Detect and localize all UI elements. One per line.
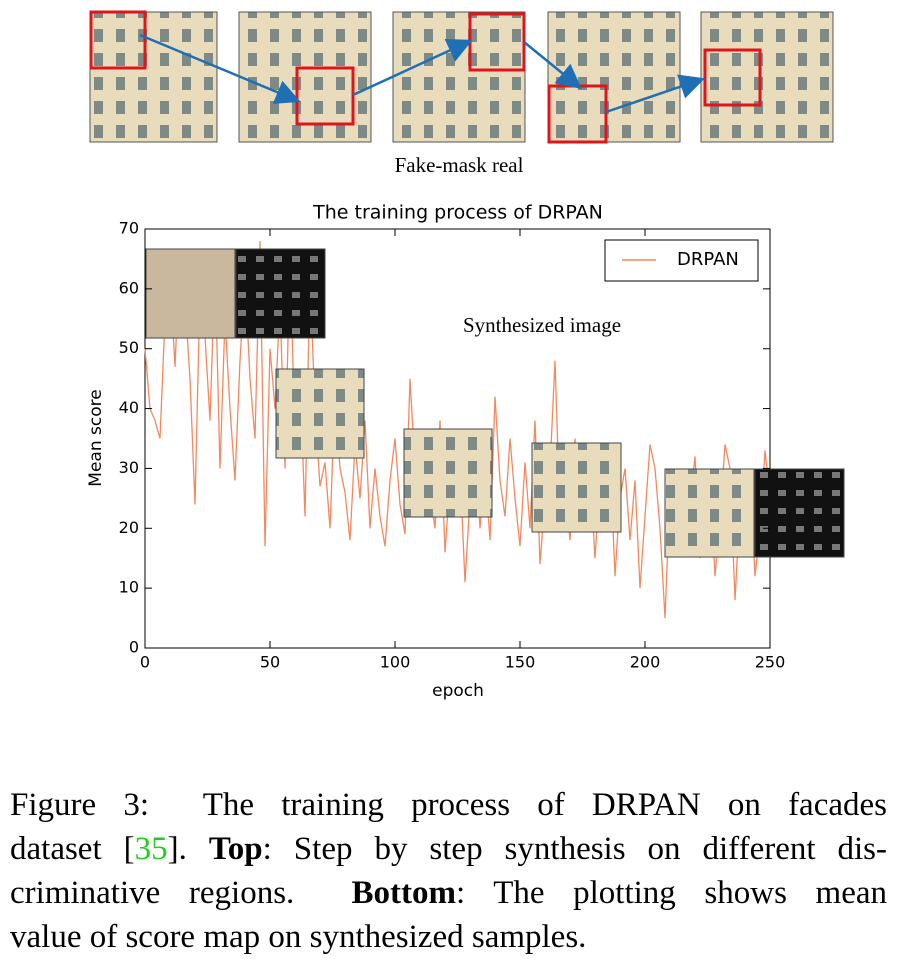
y-tick-label: 20: [119, 518, 139, 537]
caption-text: : Step by step synthesis on different di…: [262, 831, 887, 867]
caption-text: criminative regions.: [10, 875, 352, 911]
top-images: [89, 11, 834, 143]
x-tick-label: 50: [260, 653, 280, 672]
y-tick-label: 60: [119, 278, 139, 297]
bold-text: Bottom: [351, 875, 457, 911]
x-tick-label: 200: [630, 653, 661, 672]
x-tick-label: 100: [380, 653, 411, 672]
y-axis-label: Mean score: [86, 389, 106, 486]
caption-text: : The plotting shows mean: [456, 875, 888, 911]
top-caption: Fake-mask real: [395, 153, 524, 177]
x-tick-label: 150: [505, 653, 536, 672]
citation[interactable]: 35: [134, 831, 168, 867]
caption-text: ].: [167, 831, 209, 867]
inset-images: [145, 248, 845, 558]
y-tick-label: 30: [119, 458, 139, 477]
y-tick-label: 0: [129, 638, 139, 657]
annotation: Synthesized image: [463, 313, 621, 337]
legend-label: DRPAN: [677, 249, 739, 270]
caption-line: dataset [35]. Top: Step by step synthesi…: [10, 827, 887, 871]
x-tick-label: 250: [755, 653, 786, 672]
plot-frame: [144, 228, 771, 649]
y-tick-label: 10: [119, 578, 139, 597]
caption-text: Figure 3: The training process of DRPAN …: [10, 787, 887, 823]
caption-line: value of score map on synthesized sample…: [10, 915, 887, 959]
y-tick-label: 40: [119, 398, 139, 417]
bold-text: Top: [208, 831, 263, 867]
caption-line: criminative regions. Bottom: The plottin…: [10, 871, 887, 915]
caption-text: dataset [: [10, 831, 135, 867]
chart-title: The training process of DRPAN: [312, 202, 603, 224]
y-tick-label: 70: [119, 219, 139, 238]
caption-line: Figure 3: The training process of DRPAN …: [10, 783, 887, 827]
figure: Fake-mask real Synthesized image The tra…: [86, 10, 845, 701]
arrows: [139, 33, 705, 114]
y-tick-label: 50: [119, 338, 139, 357]
caption-text: value of score map on synthesized sample…: [10, 919, 587, 955]
x-axis-label: epoch: [432, 681, 484, 701]
x-tick-label: 0: [140, 653, 150, 672]
